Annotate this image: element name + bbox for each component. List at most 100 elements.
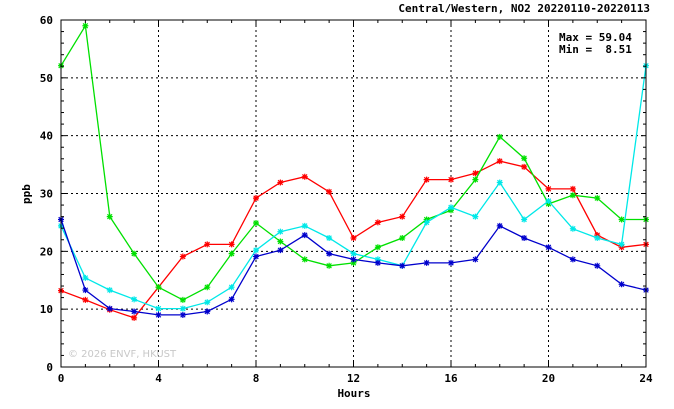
x-tick-label: 16 [444,372,458,385]
y-tick-label: 40 [40,130,53,143]
data-point [569,185,576,192]
data-point [106,287,113,294]
data-point [277,238,284,245]
data-point [594,235,601,242]
data-point [326,262,333,269]
x-tick-label: 24 [639,372,653,385]
data-point [350,259,357,266]
data-point [472,170,479,177]
y-tick-label: 20 [40,245,53,258]
data-point [82,274,89,281]
data-point [228,250,235,257]
data-point [326,188,333,195]
data-point [82,287,89,294]
data-point [569,225,576,232]
series-4 [58,216,649,318]
data-point [204,308,211,315]
data-point [82,22,89,29]
data-point [326,235,333,242]
data-point [301,232,308,239]
y-tick-label: 60 [40,14,53,27]
data-point [204,284,211,291]
series-layer [58,22,649,321]
data-point [374,256,381,263]
data-point [106,213,113,220]
y-tick-label: 50 [40,72,53,85]
data-point [204,299,211,306]
data-point [472,176,479,183]
data-point [179,305,186,312]
data-point [131,296,138,303]
data-point [131,308,138,315]
data-point [448,204,454,211]
max-stat: Max = 59.04 [559,31,632,44]
data-point [423,219,430,226]
data-point [472,256,479,263]
data-point [569,192,576,199]
data-point [399,235,406,242]
data-point [496,179,503,186]
data-point [399,262,406,269]
data-point [228,296,235,303]
y-tick-label: 30 [40,188,53,201]
x-tick-labels: 0 4 8 12 16 20 24 [58,372,653,385]
data-point [374,244,381,251]
x-tick-label: 20 [542,372,555,385]
data-point [155,284,162,291]
data-point [545,244,552,251]
data-point [301,256,308,263]
data-point [179,253,186,260]
y-tick-label: 0 [46,361,53,374]
data-point [618,216,625,223]
data-point [374,219,381,226]
data-point [131,250,138,257]
data-point [594,195,601,202]
data-point [228,284,235,291]
data-point [472,213,479,220]
data-point [350,250,357,257]
x-tick-label: 4 [155,372,162,385]
tick-marks [60,19,647,368]
data-point [106,305,113,312]
x-tick-label: 0 [58,372,65,385]
data-point [179,296,186,303]
data-point [423,176,430,183]
data-point [277,247,284,254]
data-point [253,195,259,202]
data-point [277,228,284,235]
data-point [155,311,162,318]
data-point [496,158,503,165]
data-point [521,163,528,170]
data-point [521,155,528,162]
min-stat: Min = 8.51 [559,43,632,56]
data-point [521,235,528,242]
data-point [350,256,357,263]
data-point [228,241,235,248]
data-point [569,256,576,263]
y-tick-label: 10 [40,303,53,316]
data-point [253,219,259,226]
x-tick-label: 8 [253,372,260,385]
data-point [131,314,138,321]
data-point [253,253,259,260]
data-point [277,179,284,186]
chart-title: Central/Western, NO2 20220110-20220113 [398,2,650,15]
data-point [253,247,259,254]
watermark: © 2026 ENVF, HKUST [68,349,177,360]
data-point [496,133,503,140]
data-point [545,198,552,205]
data-point [301,222,308,229]
x-axis-label: Hours [337,387,370,400]
data-point [496,222,503,229]
data-point [423,259,430,266]
data-point [350,235,357,242]
data-point [374,259,381,266]
data-point [82,296,89,303]
y-tick-labels: 0 10 20 30 40 50 60 [40,14,53,374]
data-point [594,262,601,269]
data-point [326,250,333,257]
data-point [155,305,162,312]
data-point [204,241,211,248]
data-point [448,259,454,266]
